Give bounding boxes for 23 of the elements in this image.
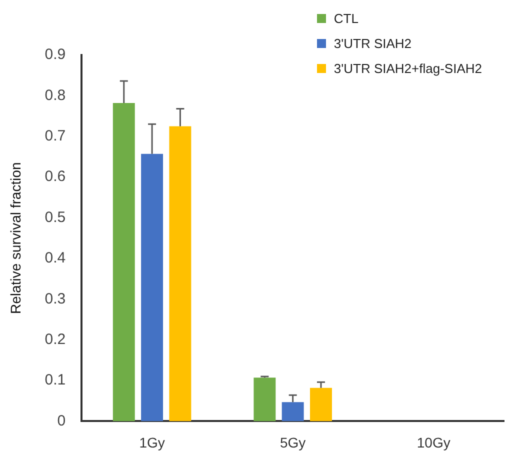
y-tick-label: 0.2 [44, 330, 66, 348]
bar [141, 154, 164, 422]
x-tick-label: 5Gy [280, 434, 306, 450]
bar [254, 378, 276, 422]
bar [282, 402, 304, 422]
y-tick-label: 0.3 [44, 290, 66, 308]
y-axis-title: Relative survival fraction [7, 162, 24, 314]
y-tick-label: 0.8 [44, 86, 66, 104]
y-tick-label: 0.5 [44, 208, 66, 226]
legend-label: 3'UTR SIAH2+flag-SIAH2 [334, 61, 482, 76]
y-tick-label: 0.9 [44, 46, 66, 64]
bar [112, 103, 135, 422]
y-tick-label: 0.1 [44, 372, 66, 389]
y-tick-label: 0 [57, 412, 66, 430]
bar [169, 126, 192, 422]
y-tick-label: 0.4 [44, 250, 66, 267]
y-tick-label: 0.7 [44, 128, 66, 145]
legend-label: CTL [334, 11, 358, 26]
bar [310, 388, 332, 422]
y-tick-label: 0.6 [44, 168, 66, 186]
x-tick-label: 10Gy [416, 434, 450, 450]
legend-label: 3'UTR SIAH2 [334, 36, 412, 51]
x-tick-label: 1Gy [139, 434, 165, 450]
